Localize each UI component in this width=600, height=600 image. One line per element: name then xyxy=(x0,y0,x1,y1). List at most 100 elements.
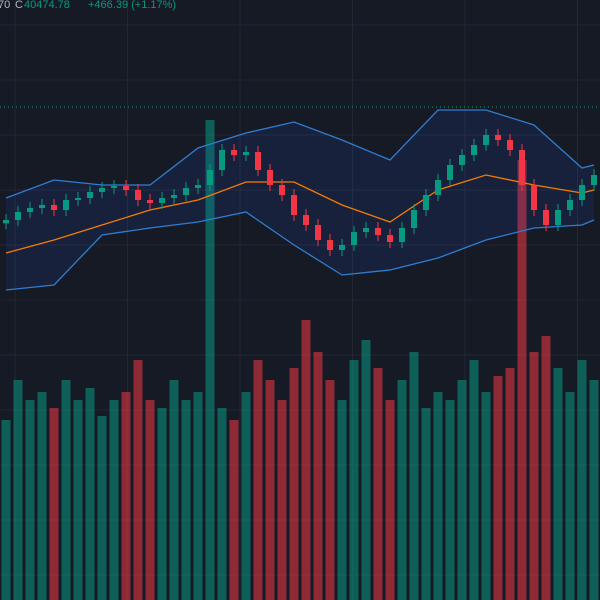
volume-bar xyxy=(337,400,347,600)
candle-body xyxy=(447,165,453,180)
candle-body xyxy=(471,145,477,155)
candle-body xyxy=(591,175,597,185)
candle-body xyxy=(267,170,273,185)
volume-bar xyxy=(349,360,359,600)
volume-bar xyxy=(481,392,491,600)
candle-body xyxy=(147,200,153,203)
volume-bar xyxy=(457,380,467,600)
volume-bar xyxy=(145,400,155,600)
volume-bar xyxy=(469,360,479,600)
candle-body xyxy=(219,150,225,170)
candle-body xyxy=(459,155,465,165)
candle-body xyxy=(327,240,333,250)
volume-bar xyxy=(169,380,179,600)
volume-bar xyxy=(541,336,551,600)
volume-bar xyxy=(493,376,503,600)
volume-bar xyxy=(409,352,419,600)
candle-body xyxy=(387,235,393,242)
volume-bar xyxy=(49,408,59,600)
volume-bar xyxy=(229,420,239,600)
candle-body xyxy=(339,245,345,250)
band-upper xyxy=(5,109,595,199)
candle-body xyxy=(315,225,321,240)
candle-body xyxy=(99,188,105,192)
volume-bar xyxy=(289,368,299,600)
volume-bar xyxy=(265,380,275,600)
candle-body xyxy=(123,186,129,190)
volume-bar xyxy=(253,360,263,600)
volume-bar xyxy=(589,380,599,600)
volume-bar xyxy=(121,392,131,600)
volume-bar xyxy=(397,380,407,600)
change-value: +466.39 (+1.17%) xyxy=(88,0,176,11)
volume-bar xyxy=(325,380,335,600)
candle-body xyxy=(207,170,213,185)
volume-bar xyxy=(1,420,11,600)
volume-bar xyxy=(421,408,431,600)
volume-bar xyxy=(85,388,95,600)
volume-bar xyxy=(241,392,251,600)
volume-bar xyxy=(529,352,539,600)
volume-bar xyxy=(61,380,71,600)
candle-body xyxy=(255,152,261,170)
candle-body xyxy=(111,186,117,188)
candle-body xyxy=(231,150,237,155)
close-value: 40474.78 xyxy=(24,0,70,11)
candle-body xyxy=(63,200,69,210)
volume-bar xyxy=(301,320,311,600)
volume-bar xyxy=(97,416,107,600)
candle-body xyxy=(351,232,357,245)
volume-bar xyxy=(181,400,191,600)
volume-bar xyxy=(157,408,167,600)
candle-body xyxy=(567,200,573,210)
volume-bar xyxy=(373,368,383,600)
volume-bar xyxy=(361,340,371,600)
candle-body xyxy=(435,180,441,195)
candle-body xyxy=(411,210,417,228)
candle-body xyxy=(543,210,549,225)
candle-body xyxy=(303,215,309,225)
band-middle xyxy=(5,174,595,254)
candle-body xyxy=(51,205,57,210)
candle-body xyxy=(171,195,177,198)
candle-body xyxy=(363,228,369,232)
candle-body xyxy=(399,228,405,242)
volume-bar xyxy=(577,360,587,600)
close-label: C xyxy=(15,0,23,11)
candle-body xyxy=(27,208,33,212)
volume-bar xyxy=(433,392,443,600)
candle-body xyxy=(75,198,81,200)
candle-body xyxy=(519,150,525,185)
volume-bar xyxy=(25,400,35,600)
volume-bar xyxy=(37,392,47,600)
candle-body xyxy=(423,195,429,210)
volume-bar xyxy=(385,400,395,600)
candle-body xyxy=(3,220,9,224)
volume-bar xyxy=(313,352,323,600)
candle-body xyxy=(15,212,21,220)
volume-bar xyxy=(517,160,527,600)
candle-body xyxy=(483,135,489,145)
band-lower xyxy=(5,211,595,291)
candle-body xyxy=(531,185,537,210)
candle-body xyxy=(279,185,285,195)
band-fill xyxy=(6,110,594,290)
volume-bar xyxy=(133,360,143,600)
candle-body xyxy=(555,210,561,225)
volume-bar xyxy=(505,368,515,600)
volume-bar xyxy=(73,400,83,600)
candle-body xyxy=(183,188,189,195)
candle-body xyxy=(87,192,93,198)
volume-bar xyxy=(565,392,575,600)
candle-body xyxy=(507,140,513,150)
candle-body xyxy=(375,228,381,235)
candle-body xyxy=(159,198,165,203)
prev-value: 70 xyxy=(0,0,10,11)
volume-bar xyxy=(193,392,203,600)
volume-bar xyxy=(109,400,119,600)
candle-body xyxy=(495,135,501,140)
volume-bar xyxy=(277,400,287,600)
